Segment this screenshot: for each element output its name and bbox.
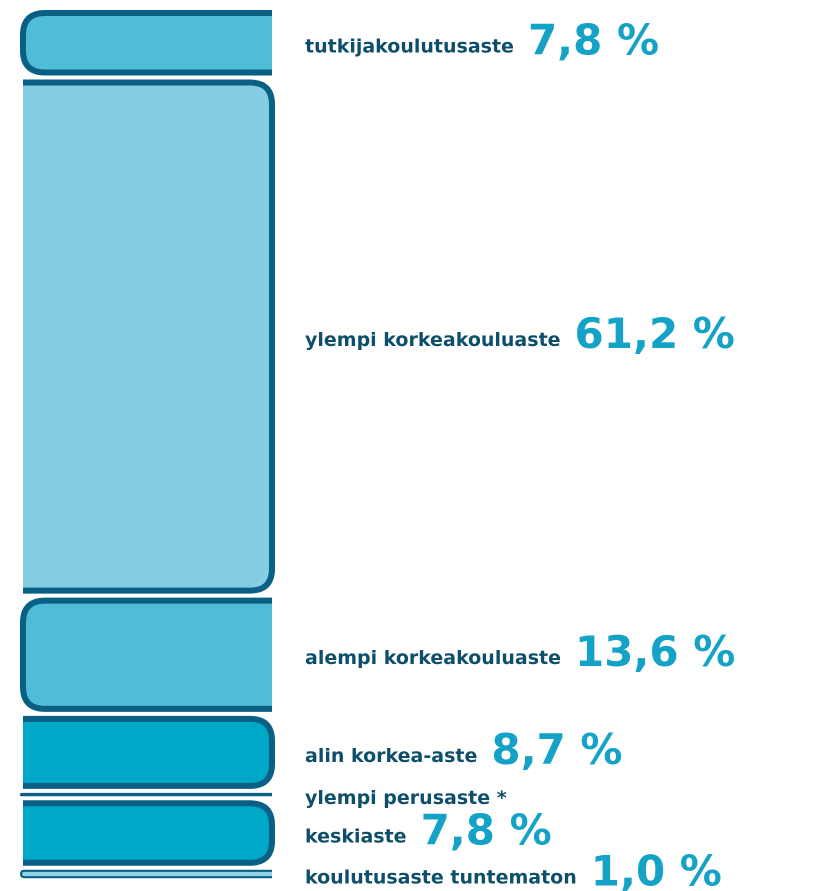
book [23,601,272,709]
category-label: alempi korkeakouluaste [305,647,561,669]
value-label: 13,6 % [575,627,735,676]
value-label: 7,8 % [421,806,552,855]
value-label: 61,2 % [575,309,735,358]
category-label: koulutusaste tuntematon [305,867,577,889]
chart: tutkijakoulutusaste 7,8 % ylempi korkeakou… [0,0,838,891]
page: {"chart_data": {"type": "books", "catego… [0,0,838,891]
book [23,13,272,73]
category-label: ylempi korkeakouluaste [305,329,561,351]
category-label: keskiaste [305,826,407,848]
category-label: alin korkea-aste [305,745,477,767]
category-label: tutkijakoulutusaste [305,35,514,57]
book [23,803,272,863]
value-label: 8,7 % [491,725,622,774]
value-label: 7,8 % [528,15,659,64]
book [23,719,272,786]
book [23,83,272,591]
book-edge [21,794,272,795]
value-label: 1,0 % [591,847,722,891]
